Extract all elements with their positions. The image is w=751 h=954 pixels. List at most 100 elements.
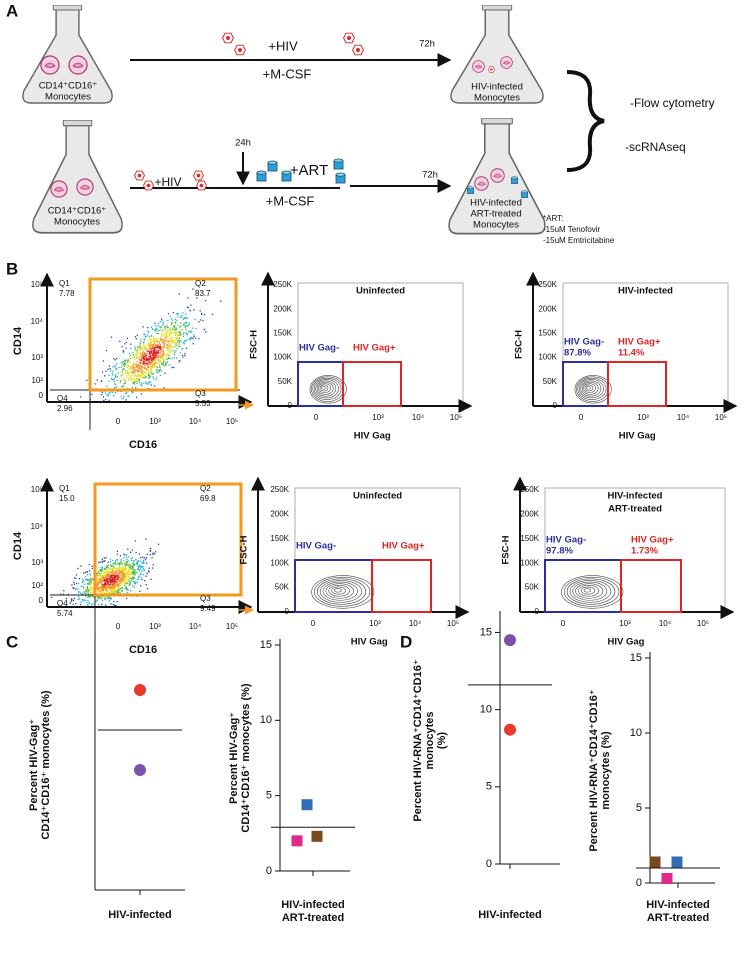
event-dot [82, 581, 84, 583]
event-dot [155, 364, 157, 367]
event-dot [156, 355, 158, 357]
y-axis-label: FSC-H [249, 330, 260, 359]
event-dot [109, 367, 111, 370]
event-dot [86, 602, 88, 604]
event-dot [100, 597, 102, 600]
event-dot [190, 336, 192, 339]
event-dot [177, 324, 179, 327]
event-dot [114, 570, 116, 572]
event-dot [126, 573, 128, 576]
event-dot [168, 354, 170, 357]
quadrant-name: Q3 [195, 389, 206, 398]
event-dot [140, 384, 142, 386]
event-dot [176, 339, 179, 341]
event-dot [152, 359, 154, 361]
event-dot [173, 325, 176, 327]
event-dot [165, 363, 167, 366]
event-dot [163, 365, 165, 367]
event-dot [111, 571, 113, 574]
x-axis-label: CD16 [129, 439, 157, 451]
event-dot [98, 582, 100, 584]
event-dot [170, 331, 172, 333]
event-dot [111, 582, 114, 584]
event-dot [102, 586, 104, 588]
event-dot [157, 322, 160, 325]
event-dot [141, 566, 143, 568]
event-dot [131, 572, 133, 574]
event-dot [145, 584, 147, 586]
event-dot [148, 331, 150, 333]
event-dot [135, 551, 137, 554]
event-dot [83, 572, 85, 574]
event-dot [155, 338, 157, 340]
event-dot [179, 326, 181, 328]
event-dot [159, 368, 162, 370]
event-dot [118, 572, 121, 574]
y-tick-label: 10² [31, 581, 43, 590]
event-dot [115, 383, 117, 386]
event-dot [180, 322, 182, 324]
event-dot [147, 374, 150, 377]
event-dot [118, 583, 120, 585]
event-dot [114, 575, 117, 578]
event-dot [149, 361, 151, 363]
event-dot [126, 580, 128, 582]
contour [309, 375, 347, 404]
event-dot [89, 586, 91, 589]
event-dot [86, 574, 89, 576]
event-dot [121, 386, 124, 388]
event-dot [166, 358, 168, 360]
event-dot [175, 327, 178, 329]
event-dot [108, 592, 110, 594]
event-dot [137, 364, 140, 366]
event-dot [172, 347, 174, 349]
event-dot [152, 376, 154, 378]
event-dot [101, 566, 104, 568]
y-tick-label: 15 [630, 652, 642, 664]
event-dot [140, 573, 142, 575]
event-dot [172, 311, 174, 314]
event-dot [160, 361, 162, 363]
event-dot [123, 385, 125, 387]
event-dot [168, 334, 171, 336]
event-dot [136, 578, 139, 580]
event-dot [110, 586, 112, 588]
event-dot [133, 586, 135, 588]
event-dot [158, 341, 160, 343]
event-dot [112, 571, 114, 573]
event-dot [135, 387, 137, 390]
event-dot [111, 372, 114, 374]
event-dot [105, 582, 107, 585]
event-dot [92, 588, 94, 590]
event-dot [163, 346, 165, 348]
event-dot [203, 328, 206, 331]
event-dot [143, 362, 145, 365]
event-dot [135, 378, 138, 380]
x-tick-label: 10³ [372, 413, 384, 422]
event-dot [135, 396, 138, 398]
event-dot [161, 329, 163, 331]
quadrant-value: 15.0 [59, 494, 75, 503]
contour [578, 379, 604, 399]
event-dot [177, 331, 180, 334]
event-dot [134, 381, 136, 383]
event-dot [171, 331, 173, 333]
event-dot [148, 345, 151, 347]
event-dot [119, 587, 121, 590]
event-dot [122, 368, 125, 370]
event-dot [126, 561, 128, 563]
event-dot [132, 364, 135, 367]
event-dot [143, 344, 145, 346]
event-dot [143, 341, 145, 343]
event-dot [127, 589, 129, 591]
event-dot [146, 330, 149, 332]
event-dot [116, 588, 119, 590]
event-dot [139, 360, 141, 362]
event-dot [150, 369, 153, 371]
event-dot [159, 345, 162, 347]
event-dot [158, 370, 160, 372]
event-dot [163, 347, 165, 349]
event-dot [112, 565, 114, 567]
event-dot [125, 362, 127, 365]
event-dot [131, 567, 134, 569]
